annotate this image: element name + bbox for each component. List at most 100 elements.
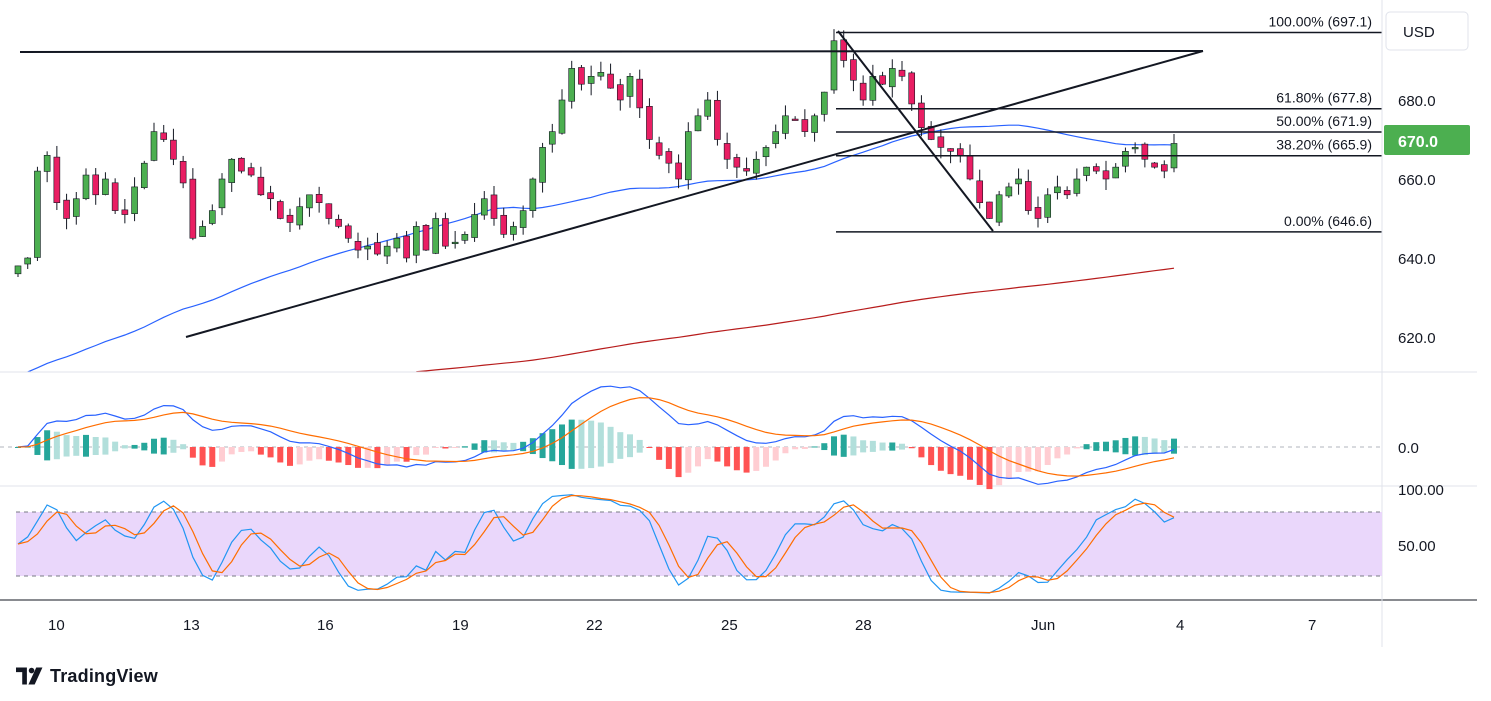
- macd-histogram-bar: [996, 447, 1003, 486]
- macd-histogram-bar: [384, 447, 391, 466]
- candle-body: [179, 161, 187, 184]
- candle-body: [743, 168, 750, 172]
- macd-histogram-bar: [1171, 438, 1177, 454]
- fib-level-label: 0.00% (646.6): [1284, 213, 1372, 229]
- price-pane[interactable]: 100.00% (697.1) 61.80% (677.8) 50.00% (671…: [14, 13, 1382, 373]
- candle-body: [927, 126, 935, 140]
- ma-50-path: [27, 124, 1175, 373]
- candle-body: [160, 132, 168, 140]
- macd-histogram-bar: [151, 438, 157, 454]
- x-tick-label: 28: [855, 617, 872, 634]
- candle-body: [1083, 166, 1090, 176]
- candle-body: [354, 240, 362, 251]
- candle-body: [383, 245, 391, 257]
- macd-histogram-bar: [743, 447, 750, 473]
- candle-body: [432, 218, 440, 254]
- macd-histogram-bar: [840, 434, 847, 457]
- candle-body: [1044, 194, 1052, 218]
- currency-box[interactable]: [1385, 11, 1469, 51]
- tradingview-logo-icon: [16, 667, 43, 685]
- macd-histogram-bar: [364, 447, 371, 468]
- macd-zero-label: 0.0: [1398, 440, 1419, 457]
- candle-body: [1141, 143, 1149, 160]
- candle-body: [1063, 190, 1071, 196]
- candle-body: [1160, 164, 1168, 172]
- macd-histogram-bar: [44, 430, 51, 461]
- candle-body: [752, 158, 760, 174]
- macd-histogram-bar: [695, 447, 701, 467]
- macd-histogram-bar: [578, 419, 585, 469]
- candle-body: [189, 178, 197, 239]
- macd-pane[interactable]: [0, 385, 1382, 490]
- candle-body: [102, 178, 109, 195]
- signal-line-path: [17, 397, 1175, 477]
- candle-body: [548, 131, 556, 145]
- candle-body: [898, 69, 906, 77]
- macd-histogram-bar: [685, 447, 692, 473]
- macd-histogram-bar: [325, 447, 332, 461]
- candle-body: [976, 180, 984, 204]
- macd-histogram-bar: [189, 447, 196, 458]
- price-axis[interactable]: USD 680.0 660.0 640.0 620.0 670.0 0.0 10…: [1384, 11, 1470, 555]
- trendlines[interactable]: [19, 30, 1204, 338]
- fibonacci-retracement[interactable]: 100.00% (697.1) 61.80% (677.8) 50.00% (671…: [836, 13, 1382, 233]
- macd-histogram-bar: [248, 447, 255, 452]
- candle-body: [325, 203, 333, 219]
- macd-histogram-bar: [714, 447, 721, 462]
- candle-body: [510, 226, 517, 235]
- candle-body: [995, 194, 1003, 223]
- fib-level-label: 50.00% (671.9): [1276, 113, 1372, 129]
- macd-histogram-bar: [53, 431, 60, 460]
- macd-histogram-bar: [102, 437, 109, 455]
- candle-body: [966, 155, 974, 180]
- x-tick-label: 19: [452, 617, 469, 634]
- stochastic-pane[interactable]: [16, 494, 1382, 594]
- macd-histogram-bar: [879, 442, 886, 451]
- macd-histogram-bar: [646, 447, 653, 448]
- macd-histogram-bar: [160, 437, 167, 455]
- macd-histogram-bar: [228, 447, 235, 455]
- macd-histogram-bar: [1054, 447, 1061, 459]
- candle-body: [1102, 170, 1110, 180]
- candle-body: [830, 40, 838, 91]
- macd-histogram-bar: [170, 439, 177, 453]
- candle-body: [636, 78, 644, 109]
- candle-body: [461, 234, 469, 241]
- candle-body: [947, 148, 954, 152]
- candle-body: [1122, 151, 1129, 167]
- candle-body: [587, 76, 595, 84]
- macd-histogram-bar: [967, 447, 973, 480]
- macd-histogram-bar: [267, 447, 274, 458]
- x-tick-label: 10: [48, 617, 65, 634]
- candle-body: [616, 84, 624, 101]
- candle-body: [655, 142, 663, 156]
- candle-body: [684, 131, 692, 181]
- macd-histogram-bar: [1044, 447, 1051, 466]
- macd-histogram-bar: [1064, 447, 1071, 455]
- candle-body: [247, 167, 255, 176]
- macd-histogram-bar: [510, 442, 517, 451]
- candle-body: [646, 106, 653, 140]
- candle-body: [199, 226, 206, 237]
- macd-histogram-bar: [121, 445, 128, 449]
- candle-body: [364, 245, 372, 250]
- candle-body: [762, 147, 770, 158]
- x-tick-label: 16: [317, 617, 334, 634]
- macd-histogram-bar: [442, 447, 449, 449]
- candle-body: [442, 218, 449, 247]
- macd-histogram-bar: [928, 447, 935, 466]
- brand[interactable]: TradingView: [16, 664, 158, 688]
- macd-histogram-bar: [491, 440, 497, 453]
- candle-body: [723, 143, 731, 160]
- macd-histogram-bar: [656, 447, 663, 460]
- candle-body: [296, 206, 304, 226]
- macd-histogram-bar: [1083, 444, 1090, 450]
- time-axis[interactable]: 10 13 16 19 22 25 28 Jun 4 7: [48, 617, 1316, 634]
- candle-body: [480, 198, 488, 216]
- macd-histogram-bar: [287, 447, 293, 466]
- macd-histogram-bar: [257, 447, 264, 455]
- macd-histogram-bar: [636, 439, 643, 453]
- y-tick-label: 620.0: [1398, 330, 1436, 347]
- x-tick-label: 22: [586, 617, 603, 634]
